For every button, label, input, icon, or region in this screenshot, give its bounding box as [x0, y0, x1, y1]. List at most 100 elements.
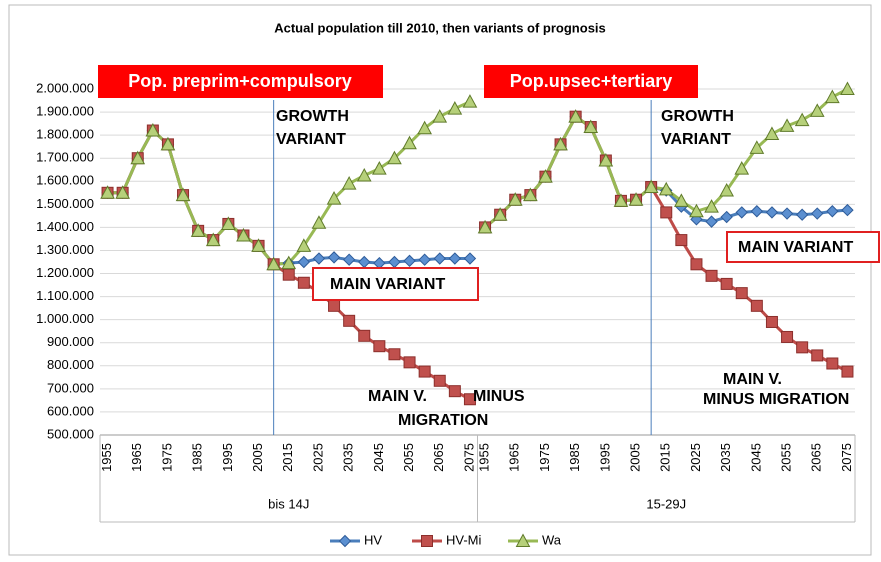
data-point	[809, 103, 825, 117]
data-point	[749, 140, 765, 154]
data-point	[781, 330, 794, 343]
y-tick-label: 1.500.000	[36, 196, 94, 211]
x-tick-label: 2065	[431, 443, 446, 472]
data-point	[826, 205, 839, 218]
data-point	[160, 136, 176, 151]
data-point	[735, 206, 748, 219]
x-tick-label: 2025	[310, 443, 325, 472]
data-point	[433, 374, 446, 387]
data-point	[750, 299, 763, 312]
group-label: bis 14J	[268, 496, 309, 511]
x-tick-label: 2075	[839, 443, 854, 472]
data-point	[704, 199, 719, 213]
x-tick-label: 2035	[341, 443, 356, 472]
data-point	[221, 216, 236, 230]
y-tick-label: 1.800.000	[36, 127, 94, 142]
data-point	[326, 191, 342, 205]
y-tick-label: 1.700.000	[36, 150, 94, 165]
y-tick-label: 1.400.000	[36, 219, 94, 234]
data-point	[794, 112, 810, 127]
legend-marker	[515, 533, 531, 547]
legend-label: HV-Mi	[446, 532, 482, 547]
chart-title: Actual population till 2010, then varian…	[274, 20, 606, 35]
data-point	[523, 187, 538, 202]
y-tick-label: 900.000	[47, 334, 94, 349]
annotation: VARIANT	[276, 131, 346, 148]
data-point	[236, 227, 251, 242]
data-point	[568, 109, 583, 123]
data-point	[282, 268, 295, 281]
x-tick-label: 1965	[129, 443, 144, 472]
data-point	[705, 215, 718, 228]
data-point	[826, 357, 839, 370]
data-point	[719, 182, 734, 197]
y-tick-label: 700.000	[47, 380, 94, 395]
x-tick-label: 1975	[537, 443, 552, 472]
data-point	[115, 185, 130, 199]
data-point	[190, 223, 206, 237]
data-point	[598, 152, 614, 167]
legend-label: Wa	[542, 532, 562, 547]
data-point	[433, 252, 446, 265]
data-point	[811, 207, 824, 220]
data-point	[690, 258, 703, 271]
data-point	[492, 207, 508, 221]
data-point	[447, 101, 463, 115]
data-point	[448, 385, 461, 398]
data-point	[477, 219, 493, 234]
data-point	[628, 192, 644, 206]
data-point	[448, 252, 462, 265]
y-tick-label: 1.600.000	[36, 173, 94, 188]
data-point	[328, 299, 341, 312]
annotation-box	[726, 231, 880, 263]
x-tick-label: 2065	[809, 443, 824, 472]
x-tick-label: 2035	[718, 443, 733, 472]
x-tick-label: 1985	[567, 443, 582, 472]
y-tick-label: 2.000.000	[36, 80, 94, 95]
data-point	[734, 161, 750, 175]
data-point	[841, 365, 854, 378]
legend-label: HV	[364, 532, 382, 547]
data-point	[297, 276, 310, 289]
data-point	[418, 253, 431, 266]
x-tick-label: 1995	[597, 443, 612, 472]
data-point	[765, 315, 778, 328]
data-point	[297, 255, 311, 269]
legend-marker	[338, 534, 352, 548]
data-point	[373, 340, 386, 353]
y-tick-label: 1.300.000	[36, 242, 94, 257]
y-tick-label: 1.900.000	[36, 104, 94, 119]
data-point	[658, 181, 674, 196]
data-point	[130, 150, 146, 165]
data-point	[463, 252, 477, 265]
x-tick-label: 2045	[371, 443, 386, 472]
y-tick-label: 1.000.000	[36, 311, 94, 326]
y-tick-label: 1.100.000	[36, 288, 94, 303]
data-point	[643, 179, 659, 194]
data-point	[660, 206, 673, 219]
data-point	[675, 234, 688, 247]
y-tick-label: 1.200.000	[36, 265, 94, 280]
data-point	[403, 356, 416, 369]
data-point	[463, 393, 476, 406]
data-point	[145, 122, 161, 137]
x-tick-label: 2015	[280, 443, 295, 472]
data-point	[735, 287, 748, 300]
data-point	[720, 277, 733, 290]
annotation: MAIN V.	[368, 388, 427, 405]
data-point	[795, 208, 809, 221]
annotation: MAIN VARIANT	[738, 239, 853, 256]
data-point	[780, 207, 794, 220]
y-tick-label: 800.000	[47, 357, 94, 372]
annotation-box	[484, 65, 698, 98]
x-tick-label: 1985	[190, 443, 205, 472]
annotation-box	[98, 65, 383, 98]
data-point	[764, 126, 780, 140]
data-point	[281, 255, 297, 270]
data-point	[296, 238, 312, 252]
annotation-box	[312, 267, 479, 301]
data-point	[779, 118, 795, 132]
annotation: GROWTH	[661, 108, 734, 125]
data-point	[343, 314, 356, 327]
data-point	[417, 120, 432, 135]
